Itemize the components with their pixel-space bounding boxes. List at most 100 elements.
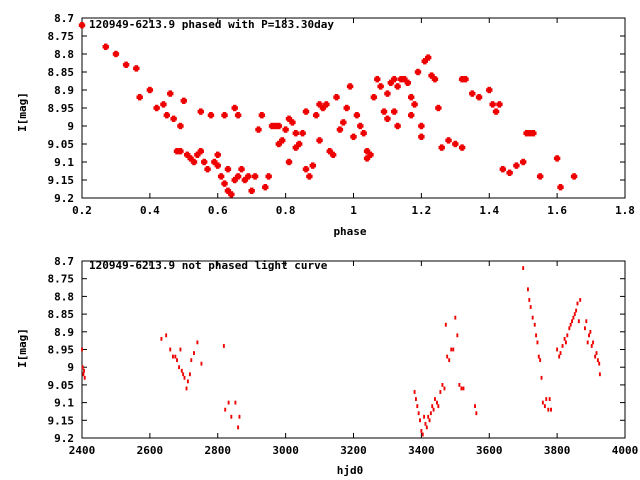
- phased-data-point: [360, 130, 367, 137]
- unphased-y-tick-label: 8.75: [48, 273, 75, 286]
- phased-data-point: [265, 173, 272, 180]
- unphased-data-point: [434, 397, 436, 401]
- unphased-data-point: [83, 368, 85, 373]
- phased-data-point: [221, 180, 228, 187]
- phased-data-point: [299, 130, 306, 137]
- unphased-data-point: [81, 365, 84, 370]
- unphased-data-point: [522, 266, 525, 270]
- unphased-x-axis-label: hjd0: [337, 464, 364, 477]
- unphased-data-point: [456, 333, 459, 338]
- phased-data-point: [234, 173, 242, 180]
- phased-data-point: [387, 79, 395, 86]
- phased-title: 120949-6213.9 phased with P=183.30day: [89, 18, 334, 31]
- unphased-data-point: [417, 411, 420, 416]
- phased-data-point: [136, 94, 143, 101]
- phased-x-tick-label: 0.8: [276, 204, 296, 217]
- unphased-y-tick-label: 8.9: [54, 326, 74, 339]
- phased-data-point: [302, 166, 310, 173]
- phased-data-point: [197, 108, 204, 115]
- phased-data-point: [262, 184, 269, 191]
- phased-data-point: [251, 173, 259, 180]
- unphased-data-point: [420, 429, 423, 433]
- phased-data-point: [78, 22, 86, 29]
- unphased-y-tick-label: 8.8: [54, 290, 74, 303]
- phased-data-point: [401, 76, 408, 83]
- unphased-x-tick-label: 3200: [340, 444, 367, 457]
- phased-y-tick-label: 8.75: [48, 30, 75, 43]
- phased-data-point: [418, 133, 425, 140]
- unphased-data-point: [452, 347, 455, 352]
- phased-data-point: [285, 158, 293, 166]
- phased-data-point: [391, 76, 398, 83]
- phased-data-point: [292, 144, 300, 151]
- phased-x-tick-label: 0.4: [140, 204, 160, 217]
- phased-data-point: [384, 90, 391, 97]
- phased-data-point: [296, 140, 303, 148]
- unphased-data-point: [596, 358, 599, 363]
- unphased-data-point: [564, 340, 567, 345]
- phased-data-point: [207, 112, 215, 119]
- unphased-data-point: [222, 344, 225, 348]
- phased-data-point: [180, 97, 188, 104]
- phased-data-point: [289, 119, 296, 126]
- unphased-data-point: [83, 375, 86, 380]
- unphased-data-point: [425, 425, 428, 430]
- phased-data-point: [319, 104, 327, 112]
- unphased-data-point: [543, 404, 546, 409]
- phased-data-point: [384, 115, 391, 122]
- phased-data-point: [194, 151, 201, 158]
- phased-data-point: [421, 58, 428, 65]
- phased-data-point: [228, 191, 235, 198]
- unphased-data-point: [568, 326, 571, 331]
- phased-data-point: [211, 158, 218, 166]
- phased-data-point: [217, 173, 225, 180]
- phased-data-point: [526, 130, 534, 137]
- unphased-data-point: [454, 315, 457, 320]
- phased-y-tick-label: 8.8: [54, 48, 74, 61]
- phased-data-point: [200, 158, 208, 166]
- unphased-data-point: [169, 347, 172, 352]
- unphased-y-tick-label: 9: [67, 361, 74, 374]
- phased-data-point: [377, 83, 384, 90]
- unphased-data-point: [439, 390, 442, 394]
- phased-data-point: [519, 158, 527, 166]
- unphased-data-point: [589, 329, 592, 334]
- phased-data-point: [329, 151, 337, 158]
- phased-data-point: [177, 122, 184, 130]
- phased-data-point: [316, 101, 323, 108]
- unphased-data-point: [172, 354, 174, 359]
- unphased-data-point: [182, 372, 185, 377]
- phased-data-point: [357, 122, 364, 130]
- phased-data-point: [404, 79, 411, 86]
- phased-data-point: [306, 173, 313, 180]
- unphased-data-point: [559, 351, 562, 355]
- phased-data-point: [462, 76, 469, 83]
- phased-data-point: [245, 173, 252, 180]
- phased-data-point: [428, 72, 435, 79]
- unphased-data-point: [529, 305, 532, 309]
- phased-data-point: [173, 148, 181, 155]
- unphased-data-point: [188, 372, 191, 377]
- unphased-data-point: [594, 354, 597, 359]
- phased-data-point: [391, 108, 398, 115]
- phased-y-tick-label: 9.05: [48, 138, 75, 151]
- phased-data-point: [489, 101, 496, 108]
- unphased-data-point: [424, 421, 427, 426]
- unphased-data-point: [548, 397, 551, 401]
- phased-data-point: [414, 68, 422, 76]
- phased-data-point: [146, 86, 154, 94]
- unphased-y-tick-label: 9.05: [48, 379, 75, 392]
- unphased-data-point: [547, 407, 550, 412]
- phased-data-point: [340, 119, 347, 126]
- phased-data-point: [353, 112, 361, 119]
- phased-x-tick-label: 1.4: [479, 204, 499, 217]
- unphased-data-point: [423, 414, 426, 419]
- unphased-data-point: [590, 344, 593, 348]
- phased-data-point: [570, 173, 578, 180]
- phased-x-tick-label: 1.2: [411, 204, 431, 217]
- unphased-data-point: [179, 347, 182, 352]
- phased-data-point: [475, 94, 483, 101]
- unphased-data-point: [432, 407, 435, 412]
- unphased-data-point: [458, 383, 461, 387]
- phased-data-point: [204, 166, 211, 173]
